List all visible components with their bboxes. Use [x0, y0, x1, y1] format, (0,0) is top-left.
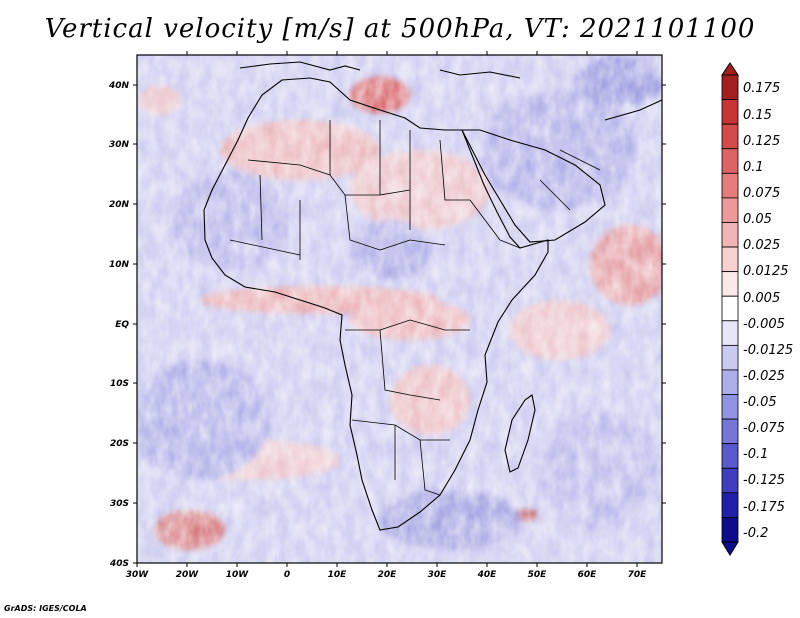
- colorbar-label: 0.075: [743, 186, 780, 201]
- lat-label: EQ: [115, 320, 129, 330]
- colorbar-swatch: [721, 517, 739, 543]
- lat-label: 30S: [110, 499, 129, 509]
- lon-ticks: 30W 20W 10W 0 10E 20E 30E 40E 50E 60E 70…: [126, 51, 647, 580]
- colorbar-bottom-arrow: [721, 541, 739, 556]
- lat-label: 10S: [110, 379, 129, 389]
- map-frame: [136, 54, 663, 564]
- colorbar-label: 0.025: [743, 238, 780, 253]
- lat-label: 40S: [109, 559, 129, 569]
- colorbar-label: 0.175: [743, 81, 780, 96]
- lon-label: 20W: [176, 570, 200, 580]
- colorbar-label: -0.075: [743, 421, 785, 436]
- lat-ticks: 40N 30N 20N 10N EQ 10S 20S 30S 40S: [108, 81, 666, 569]
- colorbar-swatch: [721, 74, 739, 100]
- colorbar-boxes: [721, 74, 739, 543]
- colorbar-swatch: [721, 99, 739, 125]
- lon-label: 70E: [628, 570, 648, 580]
- colorbar: 0.175 0.15 0.125 0.1 0.075 0.05 0.025 0.…: [721, 62, 793, 556]
- colorbar-swatch: [721, 443, 739, 469]
- colorbar-swatch: [721, 148, 739, 174]
- colorbar-swatch: [721, 492, 739, 518]
- lat-label: 30N: [109, 140, 130, 150]
- colorbar-swatch: [721, 197, 739, 223]
- colorbar-label: -0.005: [743, 317, 785, 332]
- colorbar-swatch: [721, 467, 739, 494]
- velocity-field: [137, 55, 662, 563]
- lon-label: 60E: [578, 570, 598, 580]
- colorbar-swatch: [721, 172, 739, 199]
- colorbar-label: 0.1: [743, 160, 764, 175]
- lon-label: 20E: [378, 570, 398, 580]
- colorbar-label: -0.0125: [743, 343, 793, 358]
- colorbar-swatch: [721, 271, 739, 297]
- colorbar-swatch: [721, 123, 739, 150]
- colorbar-swatch: [721, 369, 739, 395]
- grads-credit: GrADS: IGES/COLA: [4, 604, 87, 613]
- lon-label: 10E: [328, 570, 348, 580]
- lon-label: 30E: [428, 570, 448, 580]
- colorbar-label: -0.025: [743, 369, 785, 384]
- lat-label: 20S: [110, 439, 129, 449]
- colorbar-label: -0.2: [743, 526, 768, 541]
- colorbar-top-arrow: [721, 62, 739, 76]
- colorbar-swatch: [721, 246, 739, 273]
- colorbar-label: 0.005: [743, 291, 780, 306]
- colorbar-label: -0.125: [743, 473, 785, 488]
- lon-label: 0: [284, 570, 290, 580]
- colorbar-label: -0.1: [743, 447, 768, 462]
- colorbar-label: -0.175: [743, 500, 785, 515]
- colorbar-label: 0.05: [743, 212, 772, 227]
- lat-label: 20N: [109, 200, 130, 210]
- colorbar-swatch: [721, 418, 739, 445]
- lon-label: 40E: [477, 570, 498, 580]
- colorbar-swatch: [721, 344, 739, 371]
- colorbar-swatch: [721, 295, 739, 322]
- colorbar-swatch: [721, 394, 739, 420]
- lat-label: 40N: [108, 81, 130, 91]
- lon-label: 50E: [528, 570, 548, 580]
- colorbar-swatch: [721, 222, 739, 248]
- colorbar-label: 0.0125: [743, 264, 789, 279]
- coastlines: [203, 61, 662, 531]
- map-title: Vertical velocity [m/s] at 500hPa, VT: 2…: [44, 14, 756, 44]
- colorbar-label: -0.05: [743, 395, 777, 410]
- colorbar-swatch: [721, 320, 739, 346]
- colorbar-label: 0.125: [743, 134, 780, 149]
- lat-label: 10N: [109, 260, 130, 270]
- lon-label: 10W: [226, 570, 250, 580]
- colorbar-label: 0.15: [743, 108, 772, 123]
- lon-label: 30W: [126, 570, 150, 580]
